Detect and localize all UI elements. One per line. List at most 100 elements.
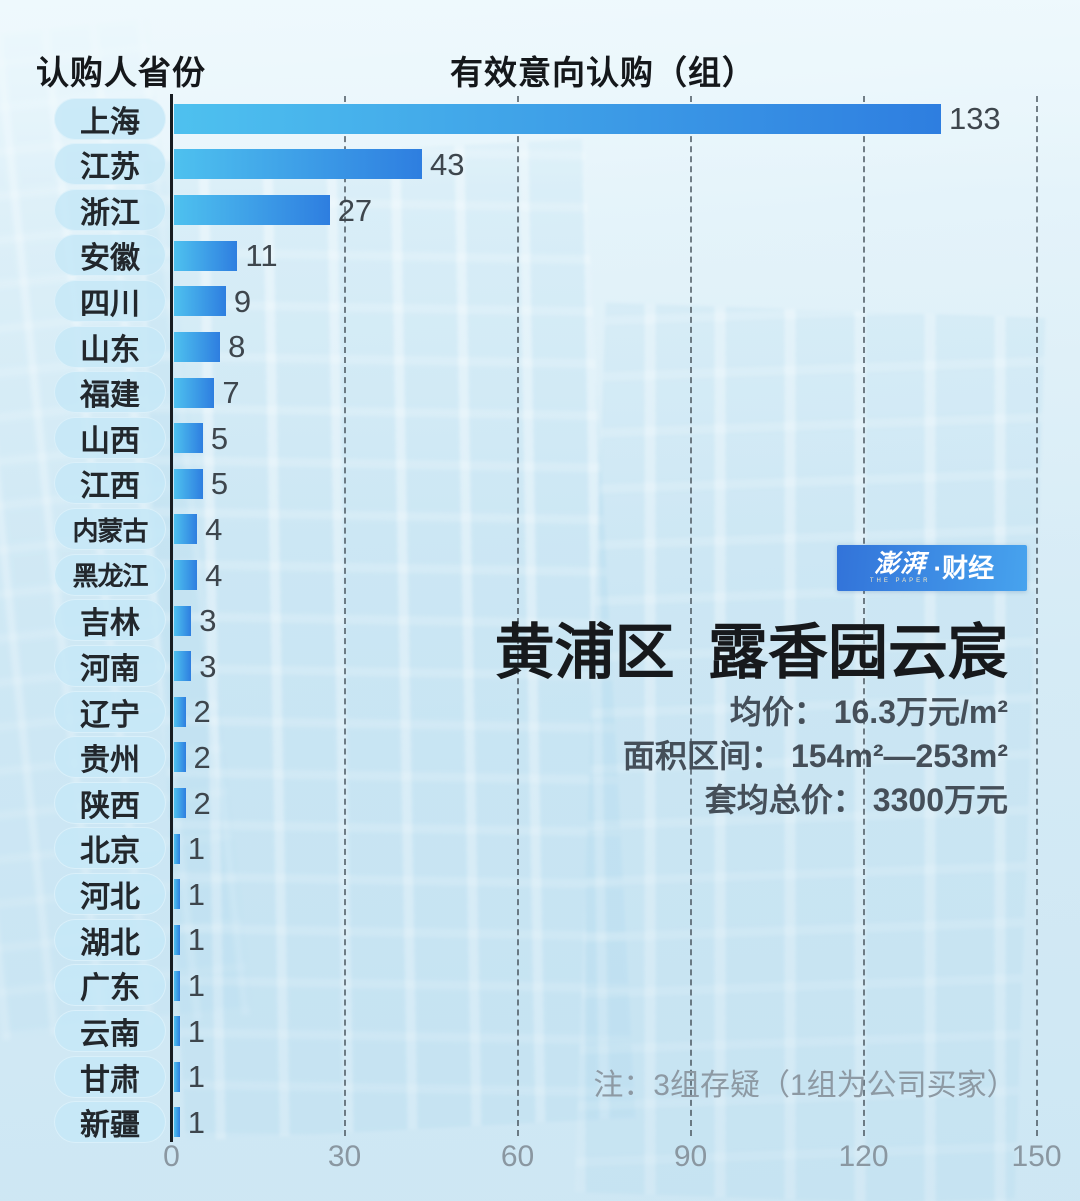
bar-value: 3 xyxy=(199,648,217,684)
x-tick-label: 90 xyxy=(673,1140,708,1173)
info-value: 154m²—253m² xyxy=(791,738,1008,774)
bar-value: 11 xyxy=(245,238,278,274)
category-pill: 山西 xyxy=(54,416,166,459)
bar xyxy=(174,879,180,910)
category-pill: 河南 xyxy=(54,644,166,687)
category-pill: 甘肃 xyxy=(54,1055,166,1098)
bar-value: 43 xyxy=(429,146,465,182)
bar xyxy=(174,195,330,226)
category-pill: 上海 xyxy=(54,97,166,140)
bar-value: 1 xyxy=(187,1013,206,1049)
x-tick-label: 150 xyxy=(1011,1140,1062,1173)
category-pill: 内蒙古 xyxy=(54,508,166,551)
project-info-block: 均价： 16.3万元/m² 面积区间： 154m²—253m² 套均总价： 3300万… xyxy=(623,690,1008,822)
info-value: 3300万元 xyxy=(872,782,1008,818)
bar xyxy=(174,560,198,590)
bar-value: 8 xyxy=(228,329,246,365)
bar xyxy=(174,286,226,317)
info-line-total-price: 套均总价： 3300万元 xyxy=(623,778,1008,822)
category-pill: 北京 xyxy=(54,827,166,870)
bar xyxy=(174,605,192,636)
category-pill: 江苏 xyxy=(54,143,166,186)
bar-value: 3 xyxy=(199,603,217,639)
bar xyxy=(174,240,238,271)
bar-value: 1 xyxy=(187,1059,206,1095)
bar-value: 2 xyxy=(193,739,211,775)
category-pill: 辽宁 xyxy=(54,690,166,733)
category-pill: 四川 xyxy=(54,279,166,322)
bar-value: 5 xyxy=(210,466,229,502)
footnote: 注：3组存疑（1组为公司买家） xyxy=(593,1069,1017,1102)
y-axis-line xyxy=(170,94,173,1142)
info-label: 套均总价： xyxy=(704,782,865,818)
category-pill: 浙江 xyxy=(54,188,166,231)
category-pill: 吉林 xyxy=(54,599,166,642)
bar xyxy=(174,742,186,773)
bar xyxy=(174,468,203,499)
bar xyxy=(174,833,180,864)
bar-value: 7 xyxy=(222,375,240,411)
bar-value: 4 xyxy=(205,511,223,547)
x-tick-label: 0 xyxy=(163,1140,180,1173)
bar xyxy=(174,651,192,682)
bar-value: 2 xyxy=(193,694,211,730)
category-pill: 云南 xyxy=(54,1009,166,1052)
gridline xyxy=(862,96,865,1136)
bar xyxy=(174,696,186,727)
info-line-area-range: 面积区间： 154m²—253m² xyxy=(623,734,1008,778)
column-header-purchases: 有效意向认购（组） xyxy=(450,54,756,91)
column-header-province: 认购人省份 xyxy=(36,54,206,91)
category-pill: 山东 xyxy=(54,325,166,368)
bar xyxy=(174,970,180,1001)
gridline xyxy=(343,96,346,1136)
bar-value: 1 xyxy=(187,876,206,912)
bar xyxy=(174,1107,180,1138)
logo-wordmark: 澎湃 THE PAPER xyxy=(869,550,931,585)
info-label: 面积区间： xyxy=(622,738,783,774)
bar-value: 5 xyxy=(210,420,229,456)
category-pill: 河北 xyxy=(54,873,166,916)
x-tick-label: 120 xyxy=(838,1140,889,1173)
bar-value: 1 xyxy=(187,1104,206,1140)
bar xyxy=(174,1016,180,1047)
logo-section-text: ·财经 xyxy=(933,553,995,583)
category-pill: 湖北 xyxy=(54,918,166,961)
category-pill: 安徽 xyxy=(54,234,166,277)
project-title: 黄浦区 露香园云宸 xyxy=(494,619,1008,686)
bar-value: 4 xyxy=(205,557,223,593)
logo: 澎湃 THE PAPER ·财经 xyxy=(837,545,1027,591)
category-pill: 江西 xyxy=(54,462,166,505)
bar xyxy=(174,1061,180,1092)
category-pill: 新疆 xyxy=(54,1101,166,1144)
info-value: 16.3万元/m² xyxy=(833,694,1008,730)
gridline xyxy=(516,96,519,1136)
bar xyxy=(174,788,186,819)
logo-brand-text: 澎湃 xyxy=(874,550,927,578)
bar-value: 133 xyxy=(948,101,1001,137)
category-pill: 贵州 xyxy=(54,736,166,779)
bar-value: 1 xyxy=(187,831,206,867)
bar xyxy=(174,331,221,362)
bar-value: 9 xyxy=(233,283,252,319)
bar xyxy=(174,149,422,180)
bar-value: 2 xyxy=(193,785,211,821)
bar xyxy=(174,377,215,408)
info-label: 均价： xyxy=(729,694,826,730)
x-tick-label: 30 xyxy=(327,1140,362,1173)
gridline xyxy=(1035,96,1038,1136)
category-pill: 广东 xyxy=(54,964,166,1007)
logo-subtext: THE PAPER xyxy=(869,578,931,584)
category-pill: 陕西 xyxy=(54,781,166,824)
bar xyxy=(174,924,180,955)
category-pill: 黑龙江 xyxy=(54,553,166,596)
bar-value: 27 xyxy=(337,192,373,228)
bar xyxy=(174,103,941,134)
x-tick-label: 60 xyxy=(500,1140,535,1173)
category-pill: 福建 xyxy=(54,371,166,414)
bar-value: 1 xyxy=(187,922,206,958)
info-line-avg-price: 均价： 16.3万元/m² xyxy=(623,690,1008,734)
bar-value: 1 xyxy=(187,968,206,1004)
bar xyxy=(174,423,203,454)
bar xyxy=(174,514,198,545)
